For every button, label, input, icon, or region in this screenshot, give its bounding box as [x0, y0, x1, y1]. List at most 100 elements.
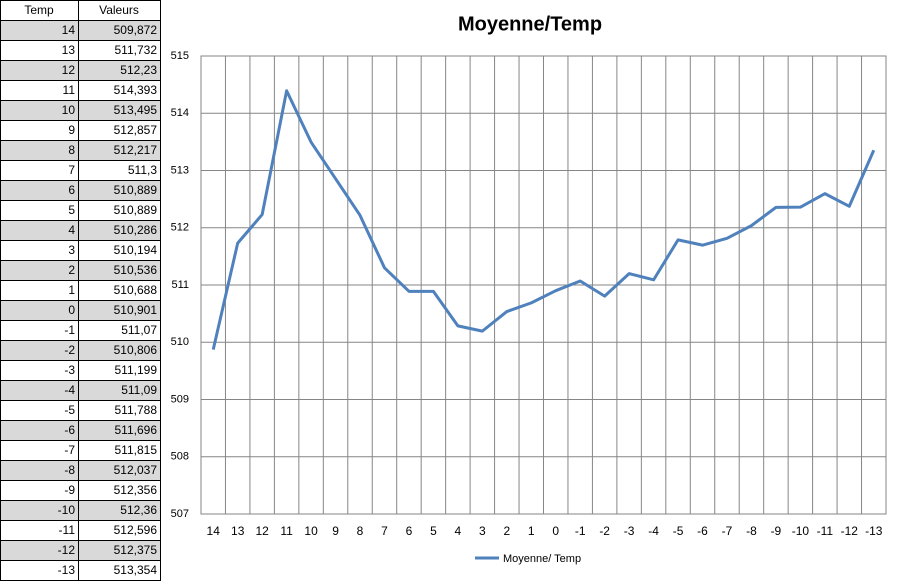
cell-text: 511,815: [115, 443, 158, 457]
cell-text: 511,3: [128, 163, 157, 177]
cell-text: 512,037: [114, 463, 158, 477]
table-cell: [0, 280, 79, 301]
cell-text: -1: [64, 323, 75, 337]
cell-text: 0: [68, 303, 75, 317]
cell-text: 511,788: [115, 403, 158, 417]
x-tick-label: 11: [280, 524, 293, 538]
cell-text: -12: [58, 543, 76, 557]
table-cell: [0, 240, 79, 261]
cell-text: 9: [68, 123, 75, 137]
cell-text: -8: [64, 463, 75, 477]
x-tick-label: 9: [332, 524, 339, 538]
table-cell: [0, 260, 79, 281]
cell-text: 13: [62, 43, 76, 57]
cell-text: 512,375: [114, 543, 158, 557]
x-tick-label: 6: [406, 524, 413, 538]
x-tick-label: -1: [575, 524, 586, 538]
cell-text: 511,09: [121, 383, 157, 397]
cell-text: 512,36: [120, 503, 157, 517]
x-tick-label: -5: [673, 524, 684, 538]
cell-text: 3: [68, 243, 75, 257]
x-tick-label: -12: [841, 524, 859, 538]
x-tick-label: 5: [430, 524, 437, 538]
x-tick-label: -6: [697, 524, 708, 538]
x-tick-label: 8: [357, 524, 364, 538]
cell-text: 510,889: [114, 183, 158, 197]
cell-text: -7: [64, 443, 75, 457]
cell-text: -2: [64, 343, 75, 357]
chart-title: Moyenne/Temp: [458, 13, 602, 35]
x-tick-label: -13: [865, 524, 883, 538]
x-tick-label: 14: [207, 524, 221, 538]
cell-text: -6: [64, 423, 75, 437]
cell-text: 513,495: [114, 103, 158, 117]
x-tick-label: 13: [231, 524, 245, 538]
table-cell: [0, 140, 79, 161]
cell-text: 510,889: [114, 203, 158, 217]
x-tick-label: -2: [599, 524, 610, 538]
x-tick-label: 10: [304, 524, 318, 538]
y-tick-label: 507: [171, 508, 189, 520]
cell-text: 1: [68, 283, 75, 297]
legend-label: Moyenne/ Temp: [503, 553, 581, 565]
table-cell: [0, 220, 79, 241]
x-tick-label: -3: [624, 524, 635, 538]
cell-text: 4: [68, 223, 75, 237]
x-tick-label: 0: [552, 524, 559, 538]
x-tick-label: 1: [528, 524, 535, 538]
cell-text: -10: [58, 503, 76, 517]
x-tick-label: 12: [255, 524, 269, 538]
x-tick-label: -4: [648, 524, 659, 538]
cell-text: 2: [68, 263, 75, 277]
x-tick-label: -10: [792, 524, 810, 538]
cell-text: 514,393: [114, 83, 158, 97]
cell-text: -11: [59, 523, 76, 537]
cell-text: 512,217: [114, 143, 158, 157]
cell-text: 511,732: [115, 43, 158, 57]
y-tick-label: 515: [171, 50, 189, 62]
x-tick-label: 2: [503, 524, 510, 538]
header-text: Temp: [24, 3, 54, 17]
y-tick-label: 508: [171, 451, 189, 463]
cell-text: 12: [62, 63, 76, 77]
x-tick-label: 7: [381, 524, 388, 538]
x-tick-label: 3: [479, 524, 486, 538]
cell-text: 511,696: [115, 423, 158, 437]
y-tick-label: 513: [171, 164, 189, 176]
cell-text: 509,872: [114, 23, 158, 37]
cell-text: 512,857: [114, 123, 158, 137]
y-tick-label: 514: [171, 107, 189, 119]
cell-text: 6: [68, 183, 75, 197]
cell-text: 513,354: [114, 563, 158, 577]
cell-text: 510,688: [114, 283, 158, 297]
cell-text: -9: [64, 483, 75, 497]
cell-text: 510,286: [114, 223, 158, 237]
cell-text: 512,596: [114, 523, 158, 537]
cell-text: 512,356: [114, 483, 158, 497]
cell-text: 11: [63, 83, 76, 97]
table-cell: [0, 180, 79, 201]
y-tick-label: 511: [171, 279, 189, 291]
data-line: [211, 89, 876, 350]
x-tick-label: -7: [722, 524, 733, 538]
x-tick-label: -8: [746, 524, 757, 538]
y-tick-label: 510: [171, 336, 189, 348]
cell-text: 5: [68, 203, 75, 217]
x-tick-label: -11: [817, 524, 834, 538]
cell-text: -5: [64, 403, 75, 417]
cell-text: 512,23: [120, 63, 157, 77]
cell-text: -4: [64, 383, 75, 397]
table-cell: [0, 300, 79, 321]
cell-text: 511,199: [115, 363, 158, 377]
cell-text: -3: [64, 363, 75, 377]
cell-text: -13: [58, 563, 76, 577]
y-tick-label: 512: [171, 222, 189, 234]
table-cell: [0, 160, 79, 181]
cell-text: 510,194: [114, 243, 158, 257]
cell-text: 511,07: [121, 323, 157, 337]
table-cell: [0, 120, 79, 141]
x-tick-label: 4: [455, 524, 462, 538]
cell-text: 510,901: [114, 303, 158, 317]
cell-text: 7: [68, 163, 75, 177]
